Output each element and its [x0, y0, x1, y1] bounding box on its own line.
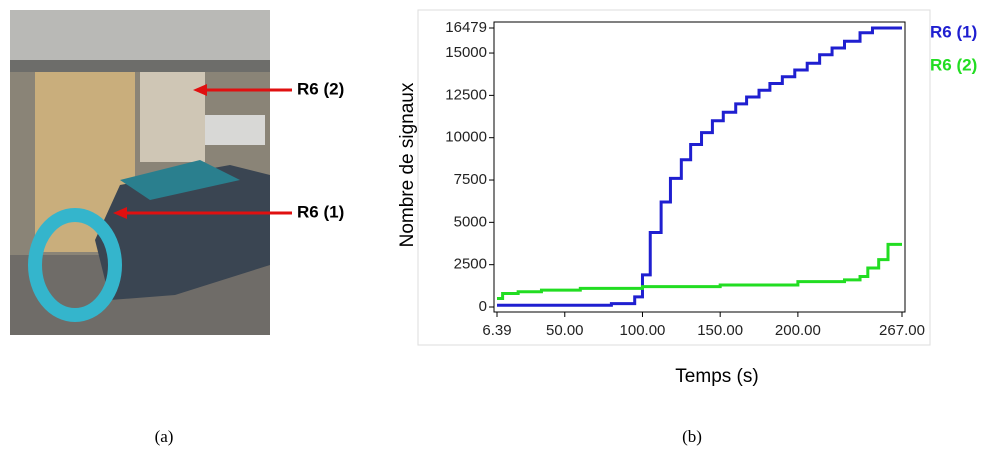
y-tick-label: 15000 [445, 44, 487, 61]
legend-label: R6 (2) [930, 55, 977, 74]
x-axis-label: Temps (s) [675, 366, 758, 387]
chart-frame [417, 9, 931, 346]
x-tick-label: 200.00 [775, 322, 821, 339]
legend-label: R6 (1) [930, 22, 977, 41]
y-tick-label: 7500 [454, 171, 487, 188]
y-tick-label: 0 [479, 298, 487, 315]
x-tick-label: 6.39 [482, 322, 511, 339]
arrows [113, 84, 292, 219]
photo [10, 10, 270, 335]
series-line [497, 242, 902, 301]
caption: (a) [155, 427, 174, 446]
y-axis-label: Nombre de signaux [397, 82, 418, 247]
y-tick-label: 10000 [445, 129, 487, 146]
plot-area [493, 21, 906, 313]
y-tick-label: 16479 [445, 19, 487, 36]
y-tick-label: 12500 [445, 86, 487, 103]
x-tick-label: 50.00 [546, 322, 584, 339]
y-tick-label: 2500 [454, 256, 487, 273]
photo-label: R6 (2) [297, 79, 344, 98]
x-tick-label: 100.00 [620, 322, 666, 339]
x-tick-label: 150.00 [697, 322, 743, 339]
photo-label: R6 (1) [297, 202, 344, 221]
x-tick-label: 267.00 [879, 322, 925, 339]
series-line [497, 26, 902, 307]
y-tick-label: 5000 [454, 213, 487, 230]
caption: (b) [682, 427, 702, 446]
